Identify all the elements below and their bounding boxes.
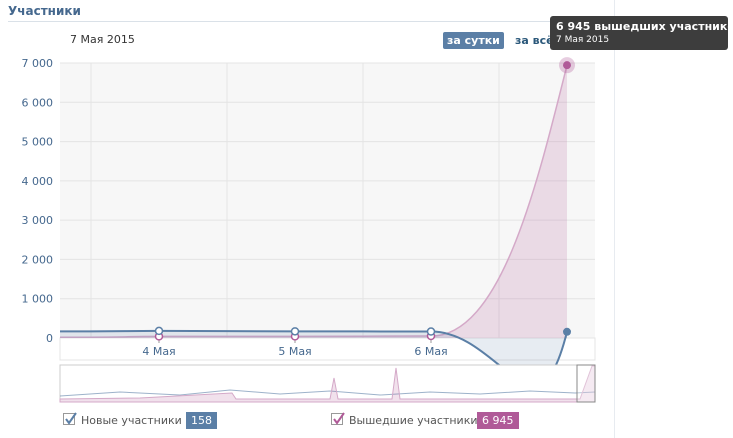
legend-label: Вышедшие участники	[349, 414, 478, 427]
y-tick-label: 3 000	[22, 214, 54, 227]
legend-label: Новые участники	[81, 414, 182, 427]
new-members-point	[426, 327, 436, 336]
y-tick-label: 6 000	[22, 96, 54, 109]
check-icon	[65, 412, 77, 425]
page-title: Участники	[8, 4, 81, 18]
new-members-point	[290, 327, 300, 336]
checkbox-new-members[interactable]	[63, 412, 77, 425]
x-tick-label: 5 Мая	[278, 345, 311, 358]
new-members-point	[154, 326, 164, 336]
y-tick-label: 5 000	[22, 136, 54, 149]
y-tick-label: 0	[46, 332, 53, 345]
x-tick-label: 4 Мая	[142, 345, 175, 358]
navigator-panel	[59, 364, 596, 403]
period-all-button[interactable]: за всё время	[515, 34, 553, 47]
y-tick-label: 2 000	[22, 253, 54, 266]
new-members-last-point	[563, 327, 571, 336]
y-tick-label: 4 000	[22, 175, 54, 188]
checkbox-left-members[interactable]	[331, 412, 345, 425]
period-day-button[interactable]: за сутки	[443, 32, 504, 49]
tooltip-value: 6 945 вышедших участников	[556, 20, 733, 33]
left-members-area	[60, 65, 567, 339]
legend-value-badge: 158	[186, 412, 217, 429]
tooltip-date: 7 Мая 2015	[556, 35, 610, 45]
chart-tooltip: 6 945 вышедших участников 7 Мая 2015	[550, 16, 733, 50]
y-tick-label: 1 000	[22, 293, 54, 306]
header-divider	[8, 21, 608, 22]
check-icon	[333, 412, 345, 425]
left-members-last-point	[563, 61, 571, 70]
current-date-label: 7 Мая 2015	[70, 33, 135, 46]
left-members-line	[60, 64, 568, 338]
legend-value-badge: 6 945	[477, 412, 519, 429]
navigator-range-handle	[576, 364, 596, 403]
new-members-area	[60, 330, 567, 386]
plot-area	[60, 63, 595, 338]
x-tick-label: 6 Мая	[414, 345, 447, 358]
x-axis-band	[59, 337, 596, 361]
navigator-new-line	[59, 389, 596, 397]
y-tick-label: 7 000	[22, 57, 54, 70]
right-divider	[614, 0, 615, 438]
